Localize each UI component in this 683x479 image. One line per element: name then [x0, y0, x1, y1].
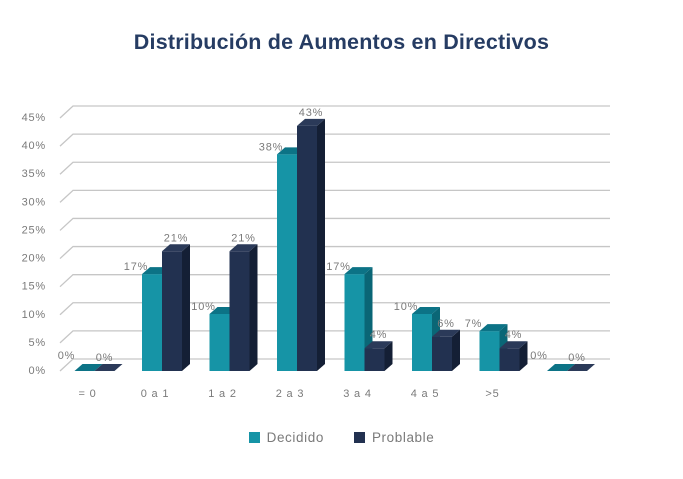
x-category-label: 3 a 4 [343, 388, 371, 400]
y-tick-label: 0% [29, 365, 47, 377]
value-label: 4% [505, 329, 523, 341]
value-label: 6% [437, 318, 455, 330]
y-tick-label: 10% [22, 309, 46, 321]
decidido-bar-front [412, 314, 432, 371]
problable-bar-top [364, 341, 393, 349]
problable-bar-top [94, 364, 123, 371]
legend-swatch-problable-icon [353, 432, 365, 443]
value-label: 0% [530, 350, 548, 362]
x-category-label: = 0 [79, 388, 97, 400]
y-tick-label: 40% [22, 140, 46, 152]
value-label: 21% [164, 232, 188, 244]
gridline [59, 302, 610, 316]
problable-bar-side [452, 329, 460, 371]
bar-group-6 [479, 324, 528, 371]
y-tick-label: 25% [22, 224, 46, 236]
problable-bar-side [519, 341, 528, 371]
gridline [59, 133, 610, 147]
decidido-bar-front [209, 314, 230, 371]
problable-bar-top [162, 244, 190, 252]
chart-legend: Decidido Problable [0, 430, 683, 445]
value-label: 21% [231, 232, 255, 244]
x-category-label: >5 [485, 388, 499, 400]
bar-group-1 [142, 244, 190, 371]
problable-bar-front [297, 125, 317, 372]
value-label: 38% [259, 141, 283, 153]
bar-group-4 [344, 267, 393, 371]
gridline [59, 217, 610, 231]
decidido-bar-front [277, 154, 297, 371]
value-label: 0% [58, 350, 76, 362]
problable-bar-front [162, 251, 182, 371]
decidido-bar-top [547, 364, 575, 371]
problable-bar-front [364, 348, 385, 371]
y-tick-label: 45% [22, 112, 46, 124]
legend-item-decidido: Decidido [248, 430, 324, 445]
decidido-bar-top [412, 307, 440, 314]
x-category-label: 0 a 1 [141, 388, 169, 400]
legend-label-decidido: Decidido [266, 430, 324, 445]
value-label: 0% [96, 352, 114, 364]
bar-group-2 [209, 244, 258, 371]
value-label: 17% [326, 261, 350, 273]
bar-group-3 [277, 118, 325, 372]
value-label: 4% [370, 329, 388, 341]
gridline [59, 274, 610, 288]
decidido-bar-top [74, 364, 103, 371]
y-tick-label: 15% [22, 281, 46, 293]
problable-bar-side [182, 244, 190, 371]
bar-group-5 [412, 307, 460, 371]
problable-bar-front [499, 348, 520, 371]
decidido-bar-top [479, 324, 508, 332]
y-tick-label: 20% [22, 253, 46, 265]
problable-bar-top [499, 341, 528, 349]
problable-bar-side [249, 244, 258, 371]
chart-title: Distribución de Aumentos en Directivos [133, 30, 550, 54]
gridline [59, 105, 610, 119]
gridline [59, 189, 610, 203]
value-label: 17% [124, 261, 148, 273]
problable-bar-side [317, 118, 325, 372]
value-label: 10% [394, 301, 418, 313]
x-category-label: 4 a 5 [411, 388, 439, 400]
value-label: 0% [568, 352, 586, 364]
legend-label-problable: Problable [371, 430, 435, 445]
gridline [59, 161, 610, 175]
decidido-bar-front [344, 274, 365, 371]
legend-item-problable: Problable [353, 430, 435, 445]
problable-bar-front [229, 251, 250, 371]
value-label: 10% [191, 301, 215, 313]
legend-swatch-decidido-icon [248, 432, 260, 443]
problable-bar-front [432, 336, 452, 371]
problable-bar-top [297, 118, 325, 126]
decidido-bar-front [142, 274, 162, 371]
value-label: 7% [465, 318, 483, 330]
gridline [59, 245, 610, 260]
decidido-bar-top [344, 267, 373, 275]
decidido-bar-front [479, 331, 500, 371]
problable-bar-top [229, 244, 258, 252]
bar-group-0 [74, 364, 123, 371]
problable-bar-top [567, 364, 595, 371]
value-label: 43% [299, 107, 323, 119]
problable-bar-side [384, 341, 393, 371]
x-category-label: 1 a 2 [208, 388, 236, 400]
y-tick-label: 30% [22, 196, 46, 208]
bar-group-7 [547, 364, 595, 371]
y-tick-label: 35% [22, 168, 46, 180]
x-category-label: 2 a 3 [276, 388, 304, 400]
problable-bar-top [432, 329, 460, 337]
y-tick-label: 5% [29, 337, 47, 349]
